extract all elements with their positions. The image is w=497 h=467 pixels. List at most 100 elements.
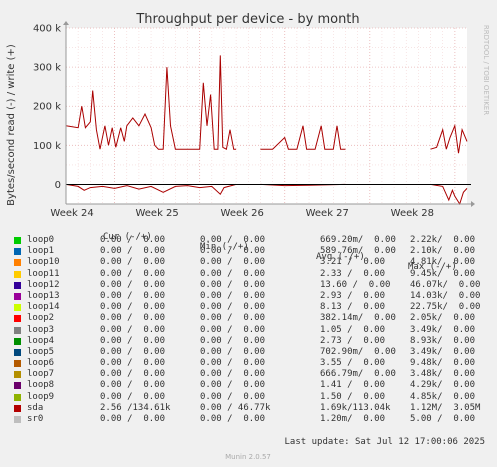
legend-avg: 2.33 / 0.00	[320, 268, 386, 279]
legend-cur: 0.00 / 0.00	[100, 257, 166, 268]
legend-avg: 2.73 / 0.00	[320, 335, 386, 346]
legend-row: loop10 0.00 / 0.00 0.00 / 0.00 3.21 / 0.00 4…	[10, 257, 490, 268]
legend-swatch	[14, 348, 21, 356]
legend-min: 0.00 / 0.00	[200, 246, 266, 257]
legend-avg: 3.55 / 0.00	[320, 358, 386, 369]
legend-avg: 669.20m/ 0.00	[320, 235, 396, 245]
legend-name: loop10	[27, 257, 60, 268]
y-tick-label: 0	[55, 180, 61, 191]
legend-avg: 1.41 / 0.00	[320, 380, 386, 391]
legend-swatch	[14, 404, 21, 412]
legend-name: loop13	[27, 290, 60, 301]
chart-title: Throughput per device - by month	[135, 12, 359, 27]
legend-cur: 0.00 / 0.00	[100, 358, 166, 369]
series-line-sda	[65, 183, 237, 195]
legend-cur: 0.00 / 0.00	[100, 380, 166, 391]
legend-row: loop12 0.00 / 0.00 0.00 / 0.00 13.60 / 0.00…	[10, 280, 490, 291]
legend-min: 0.00 / 0.00	[200, 313, 266, 324]
x-tick-label: Week 28	[391, 208, 434, 219]
legend-row: loop2 0.00 / 0.00 0.00 / 0.00 382.14m/ 0.00…	[10, 313, 490, 324]
legend-swatch	[14, 237, 21, 244]
legend-min: 0.00 / 46.77k	[200, 402, 271, 413]
legend-name: loop1	[27, 246, 55, 257]
series-line-sda	[430, 123, 468, 154]
legend-header: Cur (-/+) Min (-/+) Avg (-/+) Max (-/+)	[0, 222, 457, 272]
legend-min: 0.00 / 0.00	[200, 257, 266, 268]
legend-swatch	[14, 393, 21, 401]
y-tick-label: 200 k	[33, 102, 61, 113]
legend-row: loop9 0.00 / 0.00 0.00 / 0.00 1.50 / 0.00 4.…	[10, 392, 490, 403]
legend-min: 0.00 / 0.00	[200, 279, 266, 290]
legend-min: 0.00 / 0.00	[200, 414, 266, 424]
legend-max: 3.49k/ 0.00	[410, 346, 476, 357]
legend-cur: 0.00 / 0.00	[100, 290, 166, 301]
legend-min: 0.00 / 0.00	[200, 235, 266, 245]
legend-max: 46.07k/ 0.00	[410, 279, 481, 290]
legend-swatch	[14, 292, 21, 300]
legend-max: 3.48k/ 0.00	[410, 369, 476, 380]
legend-max: 4.29k/ 0.00	[410, 380, 476, 391]
legend-cur: 0.00 / 0.00	[100, 391, 166, 402]
legend-max: 3.49k/ 0.00	[410, 324, 476, 335]
legend-avg: 3.21 / 0.00	[320, 257, 386, 268]
legend-cur: 2.56 /134.61k	[100, 402, 171, 413]
legend-min: 0.00 / 0.00	[200, 335, 266, 346]
x-axis-arrow	[471, 201, 475, 207]
legend-name: loop4	[27, 335, 55, 346]
legend-swatch	[14, 304, 21, 312]
series-line-sda	[260, 125, 346, 150]
legend-min: 0.00 / 0.00	[200, 391, 266, 402]
legend-row: loop0 0.00 / 0.00 0.00 / 0.00 669.20m/ 0.00…	[10, 235, 490, 246]
series-line-sda	[65, 55, 237, 150]
y-tick-label: 400 k	[33, 24, 61, 35]
legend-cur: 0.00 / 0.00	[100, 302, 166, 313]
legend-cur: 0.00 / 0.00	[100, 313, 166, 324]
legend-name: loop12	[27, 279, 60, 290]
legend-row: loop4 0.00 / 0.00 0.00 / 0.00 2.73 / 0.00 8.…	[10, 336, 490, 347]
legend-row: loop13 0.00 / 0.00 0.00 / 0.00 2.93 / 0.00 1…	[10, 291, 490, 302]
legend-avg: 382.14m/ 0.00	[320, 313, 396, 324]
legend-swatch	[14, 248, 21, 256]
legend-max: 22.75k/ 0.00	[410, 302, 481, 313]
legend-header-avg: Avg (-/+)	[316, 252, 365, 262]
y-tick-label: 300 k	[33, 63, 61, 74]
legend-avg: 1.50 / 0.00	[320, 391, 386, 402]
legend-max: 5.00 / 0.00	[410, 414, 476, 424]
legend-name: loop8	[27, 380, 55, 391]
legend-row: loop11 0.00 / 0.00 0.00 / 0.00 2.33 / 0.00 9…	[10, 269, 490, 280]
legend-cur: 0.00 / 0.00	[100, 369, 166, 380]
legend-row: loop14 0.00 / 0.00 0.00 / 0.00 8.13 / 0.00 2…	[10, 302, 490, 313]
legend-cur: 0.00 / 0.00	[100, 335, 166, 346]
legend-name: loop7	[27, 369, 55, 380]
legend-swatch	[14, 337, 21, 345]
legend-swatch	[14, 371, 21, 379]
legend-row: sda 2.56 /134.61k 0.00 / 46.77k 1.69k/113.0…	[10, 403, 490, 414]
legend: loop0 0.00 / 0.00 0.00 / 0.00 669.20m/ 0.00…	[10, 235, 490, 425]
legend-avg: 1.05 / 0.00	[320, 324, 386, 335]
legend-max: 2.22k/ 0.00	[410, 235, 476, 245]
legend-swatch	[14, 259, 21, 267]
legend-swatch	[14, 416, 21, 423]
legend-row: sr0 0.00 / 0.00 0.00 / 0.00 1.20m/ 0.00 5.00…	[10, 414, 490, 425]
legend-header-min: Min (-/+)	[200, 242, 249, 252]
legend-avg: 1.20m/ 0.00	[320, 414, 386, 424]
legend-cur: 0.00 / 0.00	[100, 279, 166, 290]
legend-header-max: Max (-/+)	[408, 262, 457, 272]
legend-max: 1.12M/ 3.05M	[410, 402, 481, 413]
legend-min: 0.00 / 0.00	[200, 369, 266, 380]
legend-swatch	[14, 326, 21, 334]
legend-max: 2.05k/ 0.00	[410, 313, 476, 324]
y-tick-label: 100 k	[33, 141, 61, 152]
legend-min: 0.00 / 0.00	[200, 346, 266, 357]
legend-row: loop8 0.00 / 0.00 0.00 / 0.00 1.41 / 0.00 4.…	[10, 380, 490, 391]
legend-swatch	[14, 360, 21, 368]
legend-avg: 702.90m/ 0.00	[320, 346, 396, 357]
legend-name: sr0	[27, 414, 44, 424]
legend-min: 0.00 / 0.00	[200, 358, 266, 369]
legend-avg: 666.79m/ 0.00	[320, 369, 396, 380]
legend-min: 0.00 / 0.00	[200, 324, 266, 335]
legend-avg: 13.60 / 0.00	[320, 279, 391, 290]
last-update: Last update: Sat Jul 12 17:00:06 2025	[284, 437, 485, 447]
legend-avg: 589.76m/ 0.00	[320, 246, 396, 257]
legend-cur: 0.00 / 0.00	[100, 414, 166, 424]
